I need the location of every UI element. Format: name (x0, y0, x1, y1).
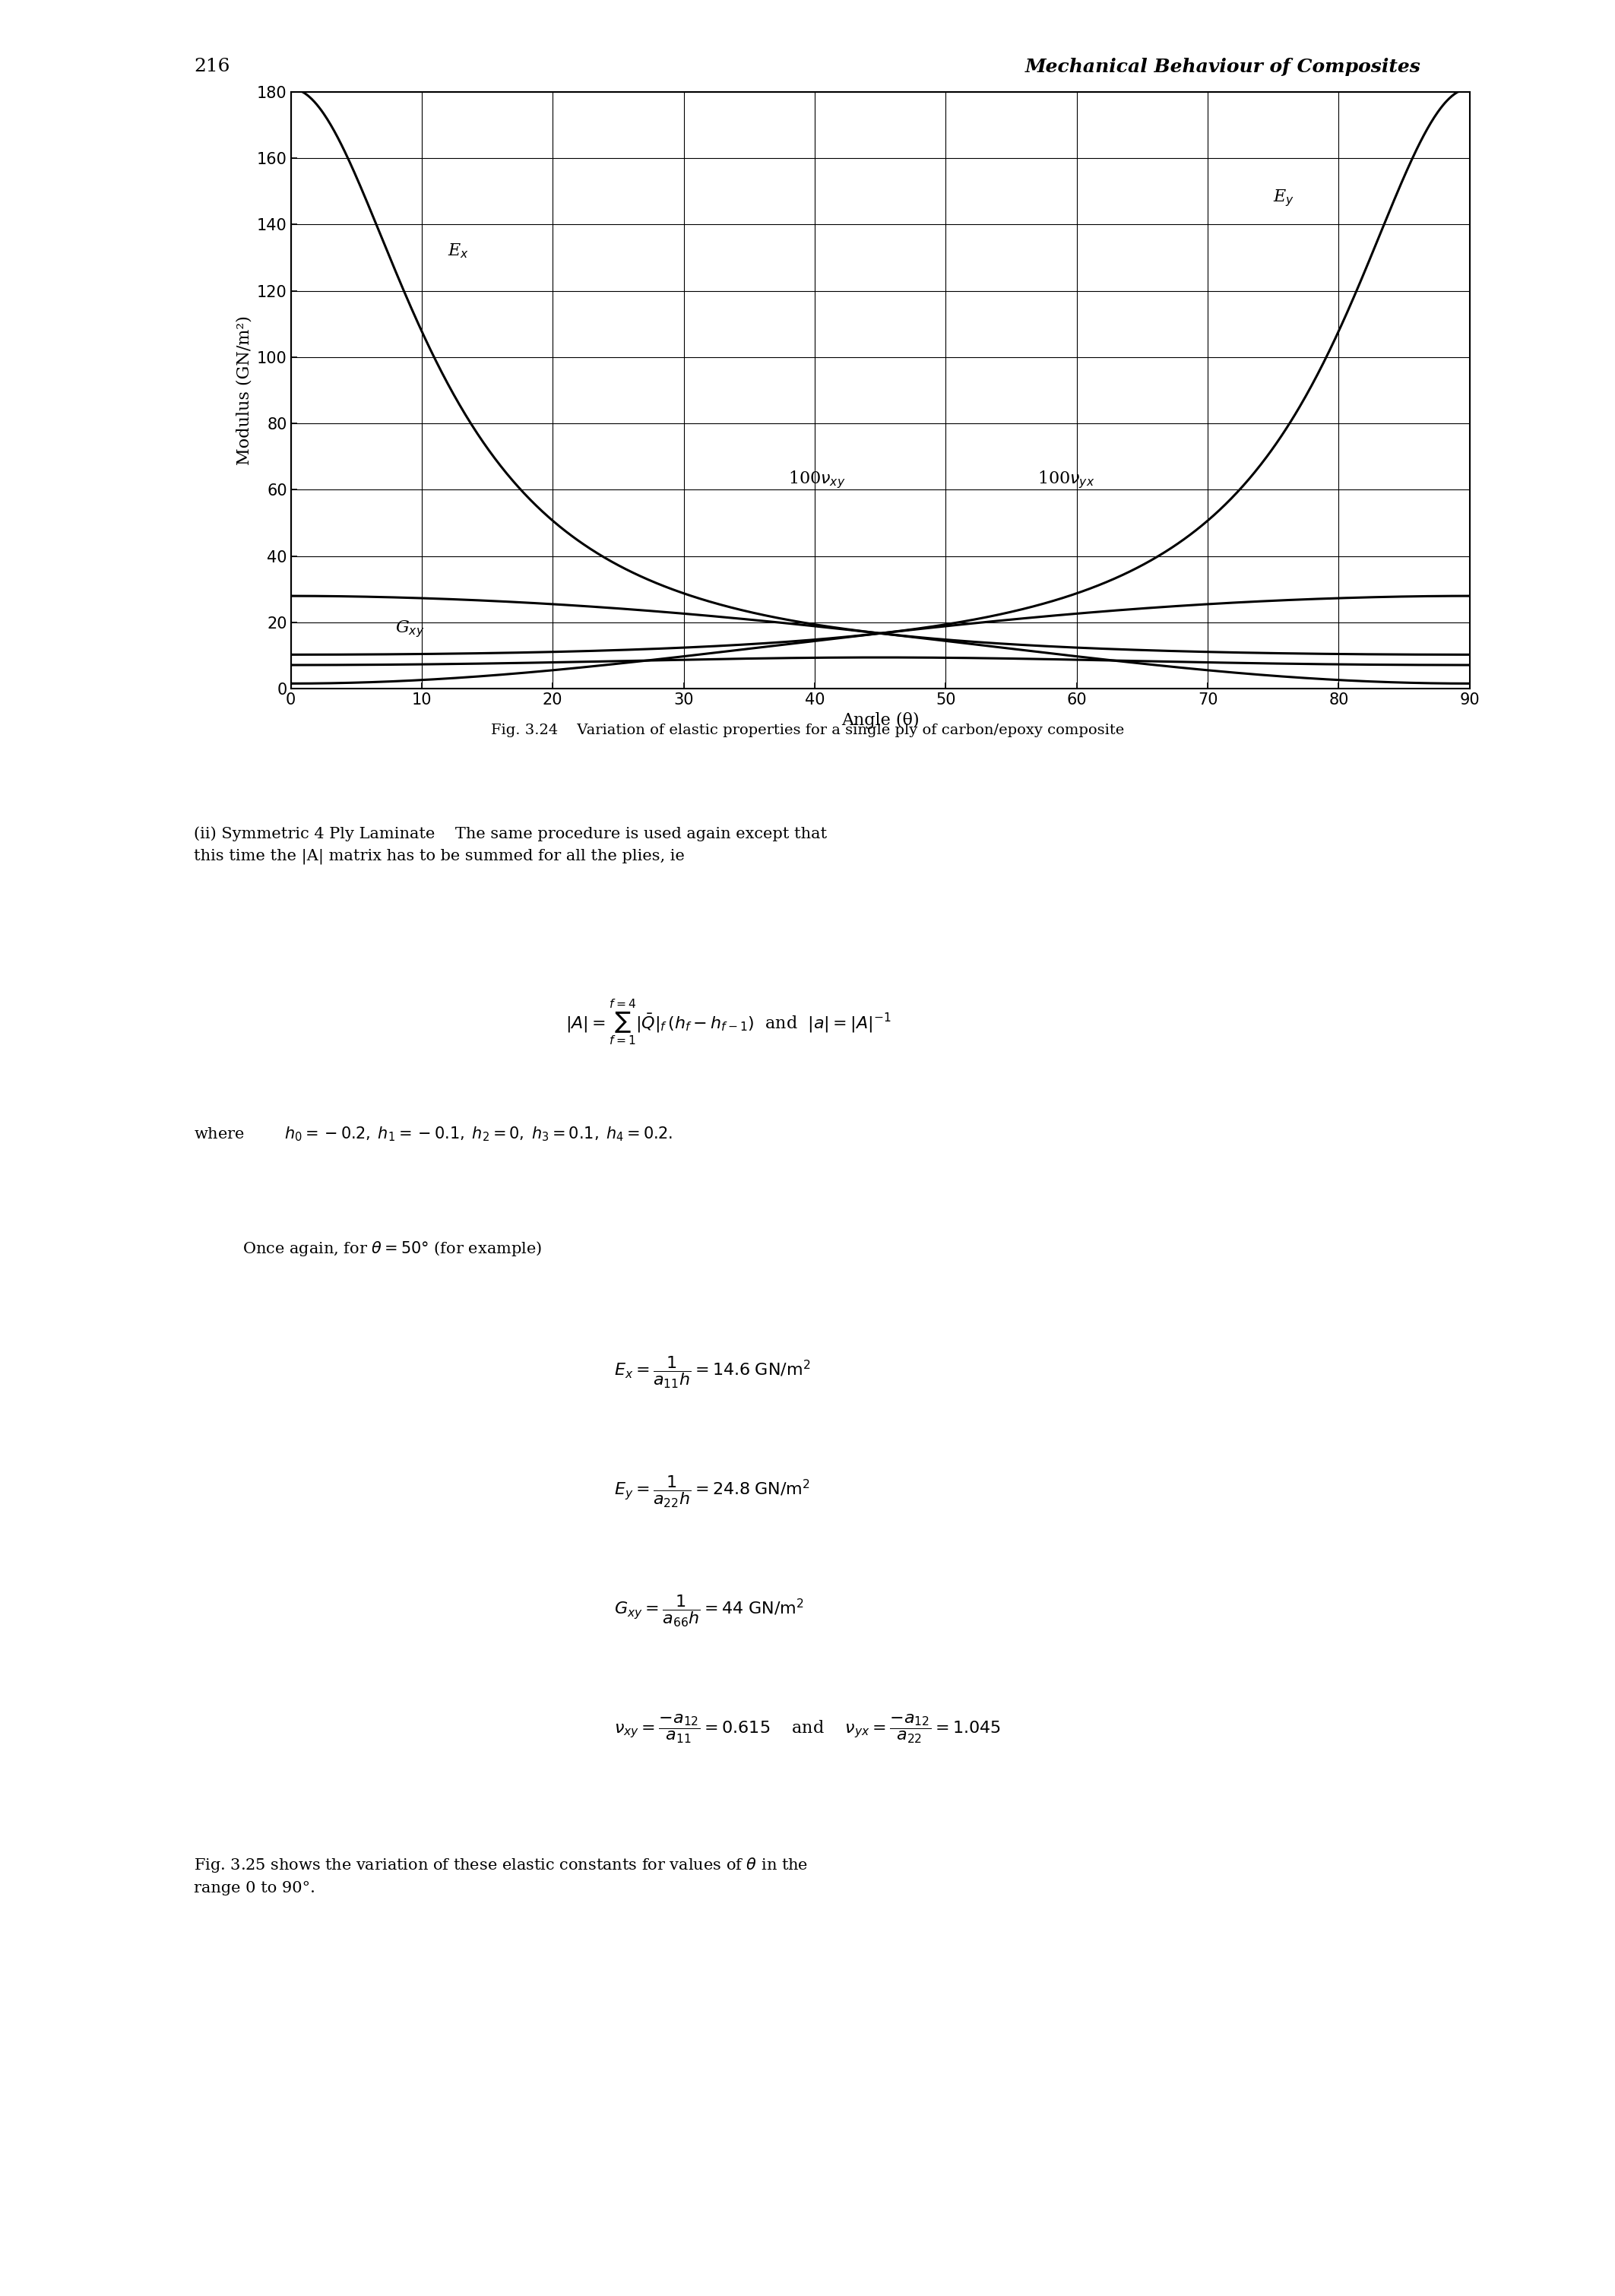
Text: $|A| = \sum_{f=1}^{f=4} |\bar{Q}|_f\,(h_f - h_{f-1})$  and  $|a| = |A|^{-1}$: $|A| = \sum_{f=1}^{f=4} |\bar{Q}|_f\,(h_… (565, 999, 891, 1047)
Text: 100$\nu_{xy}$: 100$\nu_{xy}$ (788, 468, 846, 491)
Text: G$_{xy}$: G$_{xy}$ (396, 620, 425, 638)
Text: where        $h_0 = -0.2,\; h_1 = -0.1,\; h_2 = 0,\; h_3 = 0.1,\; h_4 = 0.2.$: where $h_0 = -0.2,\; h_1 = -0.1,\; h_2 =… (194, 1125, 672, 1143)
Text: Fig. 3.24    Variation of elastic properties for a single ply of carbon/epoxy co: Fig. 3.24 Variation of elastic propertie… (491, 723, 1124, 737)
Text: Mechanical Behaviour of Composites: Mechanical Behaviour of Composites (1026, 57, 1421, 76)
Text: 100$\nu_{yx}$: 100$\nu_{yx}$ (1037, 468, 1095, 491)
Text: (ii) Symmetric 4 Ply Laminate    The same procedure is used again except that
th: (ii) Symmetric 4 Ply Laminate The same p… (194, 827, 827, 863)
Y-axis label: Modulus (GN/m²): Modulus (GN/m²) (236, 315, 252, 466)
Text: Once again, for $\theta = 50°$ (for example): Once again, for $\theta = 50°$ (for exam… (242, 1240, 541, 1258)
Text: Fig. 3.25 shows the variation of these elastic constants for values of $\theta$ : Fig. 3.25 shows the variation of these e… (194, 1855, 808, 1896)
Text: $\nu_{xy} = \dfrac{-a_{12}}{a_{11}} = 0.615$    and    $\nu_{yx} = \dfrac{-a_{12: $\nu_{xy} = \dfrac{-a_{12}}{a_{11}} = 0.… (614, 1713, 1001, 1745)
Text: $G_{xy} = \dfrac{1}{a_{66}h} = 44\;\mathrm{GN/m^2}$: $G_{xy} = \dfrac{1}{a_{66}h} = 44\;\math… (614, 1593, 803, 1628)
Text: E$_x$: E$_x$ (447, 241, 470, 259)
Text: 216: 216 (194, 57, 229, 76)
X-axis label: Angle (θ): Angle (θ) (841, 712, 919, 728)
Text: E$_y$: E$_y$ (1273, 188, 1295, 209)
Text: $E_y = \dfrac{1}{a_{22}h} = 24.8\;\mathrm{GN/m^2}$: $E_y = \dfrac{1}{a_{22}h} = 24.8\;\mathr… (614, 1474, 809, 1508)
Text: $E_x = \dfrac{1}{a_{11}h} = 14.6\;\mathrm{GN/m^2}$: $E_x = \dfrac{1}{a_{11}h} = 14.6\;\mathr… (614, 1355, 811, 1389)
